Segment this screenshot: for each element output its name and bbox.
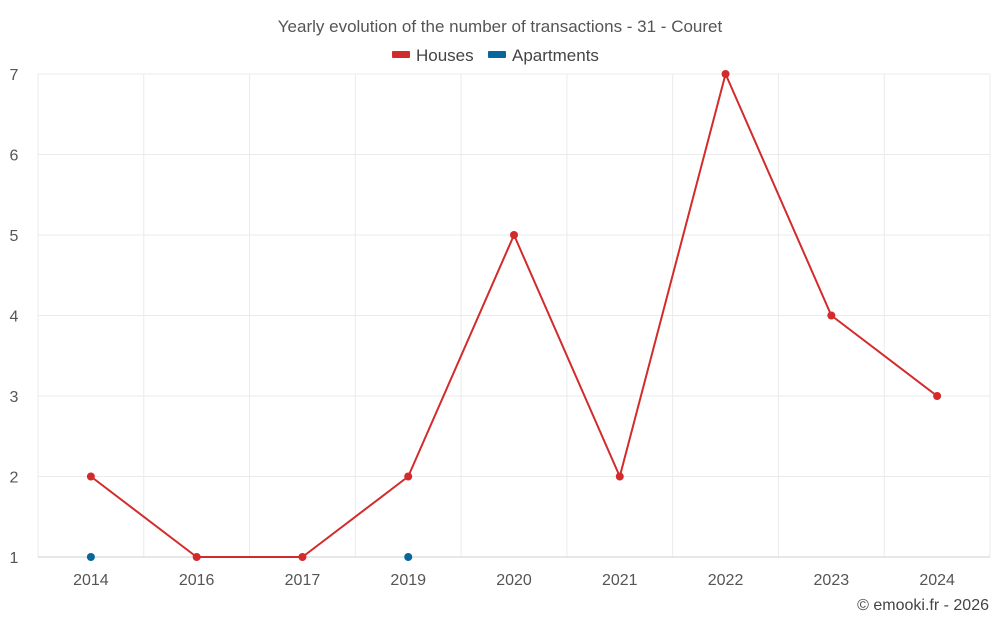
data-point-houses[interactable] bbox=[404, 472, 413, 481]
grid bbox=[37, 73, 991, 557]
y-tick-label: 6 bbox=[10, 148, 19, 165]
legend-swatch-houses bbox=[392, 51, 410, 58]
data-point-houses[interactable] bbox=[721, 70, 730, 78]
data-point-houses[interactable] bbox=[86, 472, 95, 481]
x-tick-label: 2021 bbox=[602, 572, 638, 589]
x-tick-label: 2023 bbox=[814, 572, 850, 589]
data-point-houses[interactable] bbox=[192, 553, 201, 561]
legend-label-apartments[interactable]: Apartments bbox=[512, 46, 599, 65]
y-tick-label: 4 bbox=[10, 309, 19, 326]
x-tick-label: 2019 bbox=[390, 572, 426, 589]
data-point-apartments[interactable] bbox=[404, 553, 413, 561]
x-tick-label: 2014 bbox=[73, 572, 109, 589]
credit-text: © emooki.fr - 2026 bbox=[857, 597, 989, 614]
data-point-houses[interactable] bbox=[298, 553, 307, 561]
legend-label-houses[interactable]: Houses bbox=[416, 46, 474, 65]
y-tick-label: 1 bbox=[10, 550, 19, 567]
y-tick-label: 3 bbox=[10, 389, 19, 406]
x-tick-label: 2020 bbox=[496, 572, 532, 589]
chart-title: Yearly evolution of the number of transa… bbox=[278, 17, 723, 36]
data-point-houses[interactable] bbox=[615, 472, 624, 481]
x-tick-label: 2022 bbox=[708, 572, 744, 589]
legend: Houses Apartments bbox=[392, 46, 599, 65]
y-tick-label: 7 bbox=[10, 67, 19, 84]
data-point-houses[interactable] bbox=[510, 231, 518, 239]
data-point-apartments[interactable] bbox=[86, 553, 95, 561]
series bbox=[86, 70, 942, 561]
y-tick-label: 5 bbox=[10, 228, 19, 245]
x-tick-label: 2017 bbox=[285, 572, 321, 589]
x-tick-label: 2016 bbox=[179, 572, 215, 589]
data-point-houses[interactable] bbox=[933, 392, 942, 400]
y-tick-label: 2 bbox=[10, 470, 19, 487]
x-tick-label: 2024 bbox=[919, 572, 955, 589]
data-point-houses[interactable] bbox=[827, 311, 836, 320]
axes: 1 2 3 4 5 6 7 2014 2016 2017 2019 2020 2021 2022 2023 2… bbox=[10, 67, 990, 589]
legend-swatch-apartments bbox=[488, 51, 506, 58]
